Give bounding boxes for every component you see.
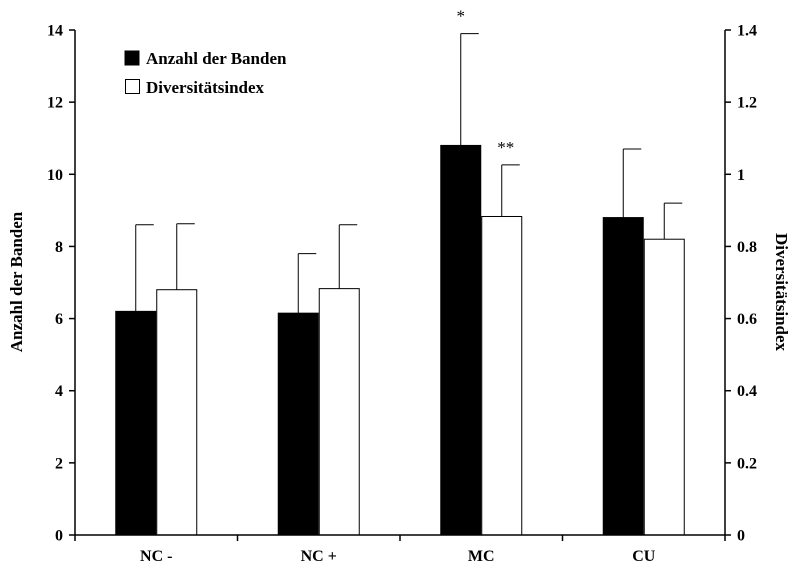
significance-label-0: * (457, 7, 466, 26)
y-left-tick-label-6: 12 (47, 95, 63, 112)
y-right-tick-label-0: 0 (737, 528, 745, 545)
bar-diversitaet-3 (643, 238, 685, 536)
error-bars-group (135, 33, 683, 314)
bar-anzahl-2 (440, 144, 482, 536)
legend-swatch-diversitaet (125, 79, 140, 94)
bar-diversitaet-0 (156, 289, 198, 536)
x-tick-label-0: NC - (140, 548, 172, 565)
y-left-tick-label-1: 2 (55, 455, 63, 472)
legend-swatch-anzahl (124, 50, 140, 66)
y-axis-right-title: Diversitätsindex (772, 233, 791, 352)
x-tick-label-3: CU (632, 548, 656, 565)
y-left-tick-label-5: 10 (47, 167, 63, 184)
legend-label-diversitaet: Diversitätsindex (146, 78, 265, 97)
legend: Anzahl der Banden Diversitätsindex (124, 49, 287, 97)
legend-label-anzahl: Anzahl der Banden (146, 49, 287, 68)
ticks-group: 0 2 4 6 8 10 12 14 0 0.2 0.4 0.6 0.8 1 1.2 1.4 (47, 23, 757, 545)
labels-group: NC - NC + MC CU*** (140, 7, 656, 565)
y-right-tick-label-4: 0.8 (737, 239, 757, 256)
y-left-tick-label-4: 8 (55, 239, 63, 256)
y-right-tick-label-5: 1 (737, 167, 745, 184)
y-left-tick-label-7: 14 (47, 23, 63, 40)
y-left-tick-label-2: 4 (55, 383, 63, 400)
bar-diversitaet-2 (481, 215, 523, 536)
y-right-tick-label-1: 0.2 (737, 455, 757, 472)
y-right-tick-label-2: 0.4 (737, 383, 757, 400)
bar-diversitaet-1 (318, 288, 360, 536)
x-tick-label-2: MC (468, 548, 495, 565)
bar-anzahl-0 (115, 310, 157, 536)
bar-anzahl-3 (602, 217, 644, 536)
y-left-tick-label-3: 6 (55, 311, 63, 328)
y-left-tick-label-0: 0 (55, 528, 63, 545)
bar-anzahl-1 (277, 312, 319, 536)
x-tick-label-1: NC + (301, 548, 337, 565)
significance-label-1: ** (497, 138, 514, 157)
y-right-tick-label-7: 1.4 (737, 23, 757, 40)
bars-group (115, 144, 685, 536)
y-right-tick-label-3: 0.6 (737, 311, 757, 328)
y-axis-left-title: Anzahl der Banden (7, 211, 26, 352)
y-right-tick-label-6: 1.2 (737, 95, 757, 112)
